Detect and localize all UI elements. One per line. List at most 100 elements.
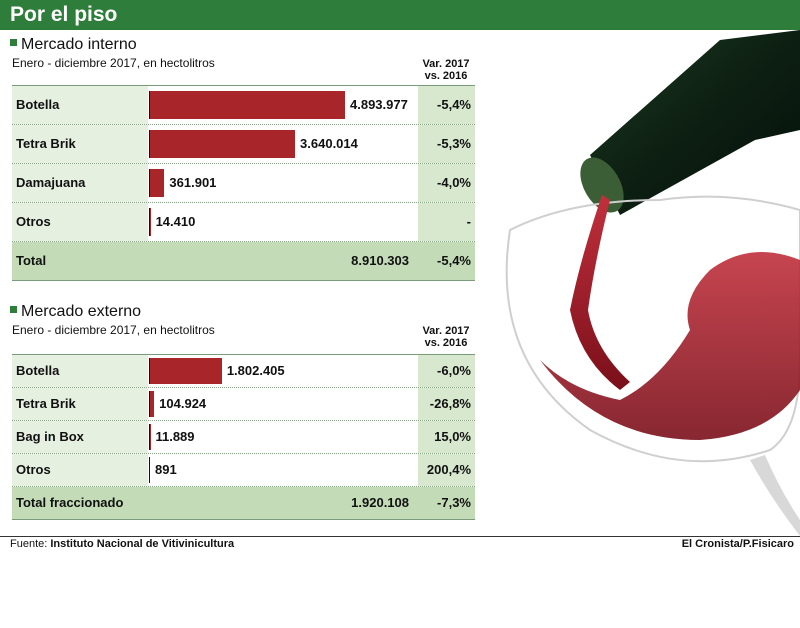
row-divider bbox=[12, 124, 475, 125]
bottle-neck bbox=[580, 157, 624, 213]
variation-label: -5,4% bbox=[437, 97, 471, 112]
table-row: Tetra Brik 104.924 -26,8% bbox=[12, 388, 475, 420]
data-label: 104.924 bbox=[159, 396, 207, 411]
bar-axis bbox=[149, 130, 150, 158]
square-bullet-icon bbox=[10, 39, 17, 47]
bar bbox=[150, 91, 345, 119]
category-label: Botella bbox=[16, 97, 60, 112]
table-row: Bag in Box 11.889 15,0% bbox=[12, 421, 475, 453]
table-row: Botella 1.802.405 -6,0% bbox=[12, 355, 475, 387]
var-header-externo: Var. 2017 vs. 2016 bbox=[422, 325, 470, 349]
header-bar: Por el piso bbox=[0, 0, 800, 30]
total-variation: -5,4% bbox=[437, 253, 471, 268]
row-variation-cell bbox=[418, 125, 475, 163]
section-subtitle-externo: Enero - diciembre 2017, en hectolitros bbox=[12, 323, 215, 337]
table-row: Damajuana 361.901 -4,0% bbox=[12, 164, 475, 202]
row-divider bbox=[12, 420, 475, 421]
row-divider bbox=[12, 280, 475, 281]
row-label-cell bbox=[12, 421, 148, 453]
row-divider bbox=[12, 202, 475, 203]
total-value: 1.920.108 bbox=[351, 495, 409, 510]
total-row: Total 8.910.303 -5,4% bbox=[12, 242, 475, 280]
wine-glass-illustration bbox=[505, 30, 800, 536]
category-label: Tetra Brik bbox=[16, 136, 76, 151]
square-bullet-icon bbox=[10, 306, 17, 314]
variation-label: -5,3% bbox=[437, 136, 471, 151]
row-divider bbox=[12, 85, 475, 86]
table-row: Otros 14.410 - bbox=[12, 203, 475, 241]
row-divider bbox=[12, 163, 475, 164]
var-header-interno: Var. 2017 vs. 2016 bbox=[422, 58, 470, 82]
row-divider bbox=[12, 241, 475, 242]
total-label: Total fraccionado bbox=[16, 495, 124, 510]
total-row-background bbox=[12, 487, 475, 519]
row-variation-cell bbox=[418, 421, 475, 453]
row-variation-cell bbox=[418, 355, 475, 387]
row-label-cell bbox=[12, 454, 148, 486]
category-label: Botella bbox=[16, 363, 60, 378]
bar-axis bbox=[149, 91, 150, 119]
row-label-cell bbox=[12, 388, 148, 420]
bar-axis bbox=[149, 358, 150, 384]
data-label: 1.802.405 bbox=[226, 363, 285, 378]
variation-label: - bbox=[466, 214, 471, 229]
row-variation-cell bbox=[418, 203, 475, 241]
row-label-cell bbox=[12, 86, 148, 124]
row-variation-cell bbox=[418, 454, 475, 486]
page-title: Por el piso bbox=[10, 3, 118, 26]
glass-stem bbox=[750, 455, 800, 536]
section-title-interno: Mercado interno bbox=[10, 36, 137, 54]
wine-stream bbox=[570, 195, 630, 390]
bottle-shape bbox=[590, 30, 800, 215]
total-label: Total bbox=[16, 253, 47, 268]
category-label: Damajuana bbox=[16, 175, 86, 190]
bar-axis bbox=[149, 424, 150, 450]
bar bbox=[150, 169, 165, 197]
table-row: Otros 891 200,4% bbox=[12, 454, 475, 486]
variation-label: 200,4% bbox=[426, 462, 471, 477]
data-label: 3.640.014 bbox=[300, 136, 358, 151]
table-row: Tetra Brik 3.640.014 -5,3% bbox=[12, 125, 475, 163]
total-row: Total fraccionado 1.920.108 -7,3% bbox=[12, 487, 475, 519]
row-label-cell bbox=[12, 355, 148, 387]
total-variation: -7,3% bbox=[437, 495, 471, 510]
data-label: 11.889 bbox=[155, 429, 195, 444]
row-variation-cell bbox=[418, 164, 475, 202]
row-label-cell bbox=[12, 164, 148, 202]
data-label: 891 bbox=[155, 462, 177, 477]
row-divider bbox=[12, 354, 475, 355]
category-label: Bag in Box bbox=[16, 429, 84, 444]
bar bbox=[150, 358, 222, 384]
data-label: 361.901 bbox=[169, 175, 217, 190]
variation-label: -4,0% bbox=[437, 175, 471, 190]
row-variation-cell bbox=[418, 86, 475, 124]
wine-in-glass bbox=[540, 252, 800, 440]
row-divider bbox=[12, 387, 475, 388]
section-title-externo: Mercado externo bbox=[10, 303, 141, 321]
credit-note: El Cronista/P.Fisicaro bbox=[681, 538, 794, 550]
category-label: Otros bbox=[16, 214, 51, 229]
bar bbox=[150, 130, 296, 158]
footer-rule bbox=[0, 536, 800, 537]
row-divider bbox=[12, 486, 475, 487]
category-label: Otros bbox=[16, 462, 51, 477]
bar-axis bbox=[149, 169, 150, 197]
bar-axis bbox=[149, 208, 150, 236]
variation-label: 15,0% bbox=[434, 429, 471, 444]
bar-axis bbox=[149, 391, 150, 417]
row-label-cell bbox=[12, 203, 148, 241]
variation-label: -6,0% bbox=[437, 363, 471, 378]
bar bbox=[150, 391, 155, 417]
category-label: Tetra Brik bbox=[16, 396, 76, 411]
row-variation-cell bbox=[418, 388, 475, 420]
bar-axis bbox=[149, 457, 150, 483]
table-row: Botella 4.893.977 -5,4% bbox=[12, 86, 475, 124]
data-label: 4.893.977 bbox=[350, 97, 408, 112]
total-value: 8.910.303 bbox=[351, 253, 409, 268]
row-divider bbox=[12, 519, 475, 520]
section-subtitle-interno: Enero - diciembre 2017, en hectolitros bbox=[12, 56, 215, 70]
bar bbox=[150, 208, 151, 236]
total-row-background bbox=[12, 242, 475, 280]
row-divider bbox=[12, 453, 475, 454]
row-label-cell bbox=[12, 125, 148, 163]
